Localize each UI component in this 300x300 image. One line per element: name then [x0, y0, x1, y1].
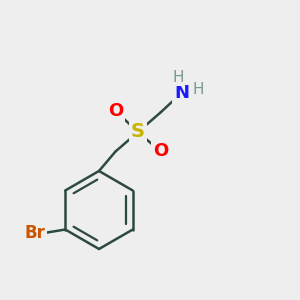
Text: O: O	[108, 102, 123, 120]
Text: Br: Br	[25, 224, 46, 242]
Text: S: S	[131, 122, 145, 142]
Text: O: O	[153, 142, 168, 160]
Text: N: N	[174, 84, 189, 102]
Text: H: H	[173, 70, 184, 85]
Text: H: H	[192, 82, 204, 98]
